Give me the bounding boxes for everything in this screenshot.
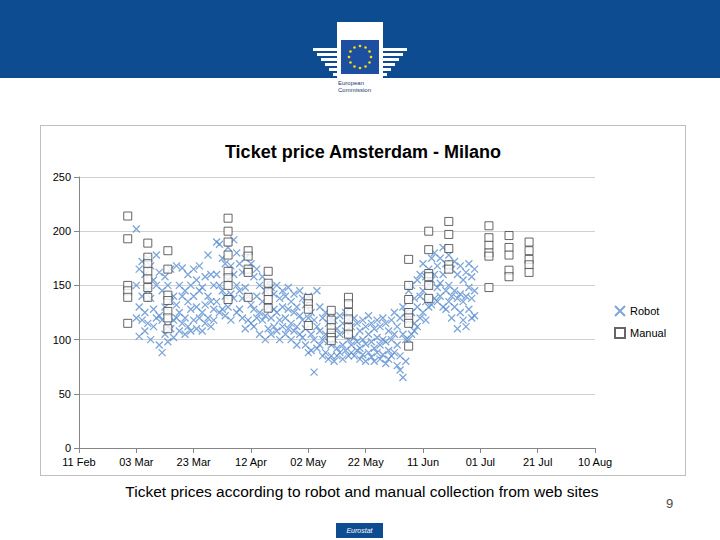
svg-text:Robot: Robot	[630, 305, 659, 317]
svg-text:100: 100	[53, 334, 71, 346]
svg-text:Manual: Manual	[630, 327, 666, 339]
svg-text:250: 250	[53, 171, 71, 183]
svg-text:21 Jul: 21 Jul	[523, 456, 552, 468]
svg-text:22 May: 22 May	[348, 456, 385, 468]
html-text:9: 9	[666, 496, 674, 511]
svg-text:12 Apr: 12 Apr	[235, 456, 267, 468]
svg-text:0: 0	[65, 442, 71, 454]
svg-text:23 Mar: 23 Mar	[177, 456, 212, 468]
svg-text:200: 200	[53, 225, 71, 237]
svg-text:03 Mar: 03 Mar	[119, 456, 154, 468]
svg-text:11 Jun: 11 Jun	[407, 456, 439, 468]
svg-text:02 May: 02 May	[290, 456, 327, 468]
svg-text:11 Feb: 11 Feb	[62, 456, 95, 468]
html-text:Eurostat: Eurostat	[346, 527, 373, 534]
html-text:European: European	[338, 80, 364, 86]
html-text:Ticket prices according to rob: Ticket prices according to robot and man…	[125, 483, 599, 500]
svg-text:10 Aug: 10 Aug	[578, 456, 612, 468]
svg-text:01 Jul: 01 Jul	[466, 456, 495, 468]
svg-text:Ticket price Amsterdam - Milan: Ticket price Amsterdam - Milano	[225, 142, 501, 162]
svg-text:150: 150	[53, 279, 71, 291]
html-text:Commission: Commission	[338, 87, 371, 93]
svg-text:50: 50	[59, 388, 71, 400]
